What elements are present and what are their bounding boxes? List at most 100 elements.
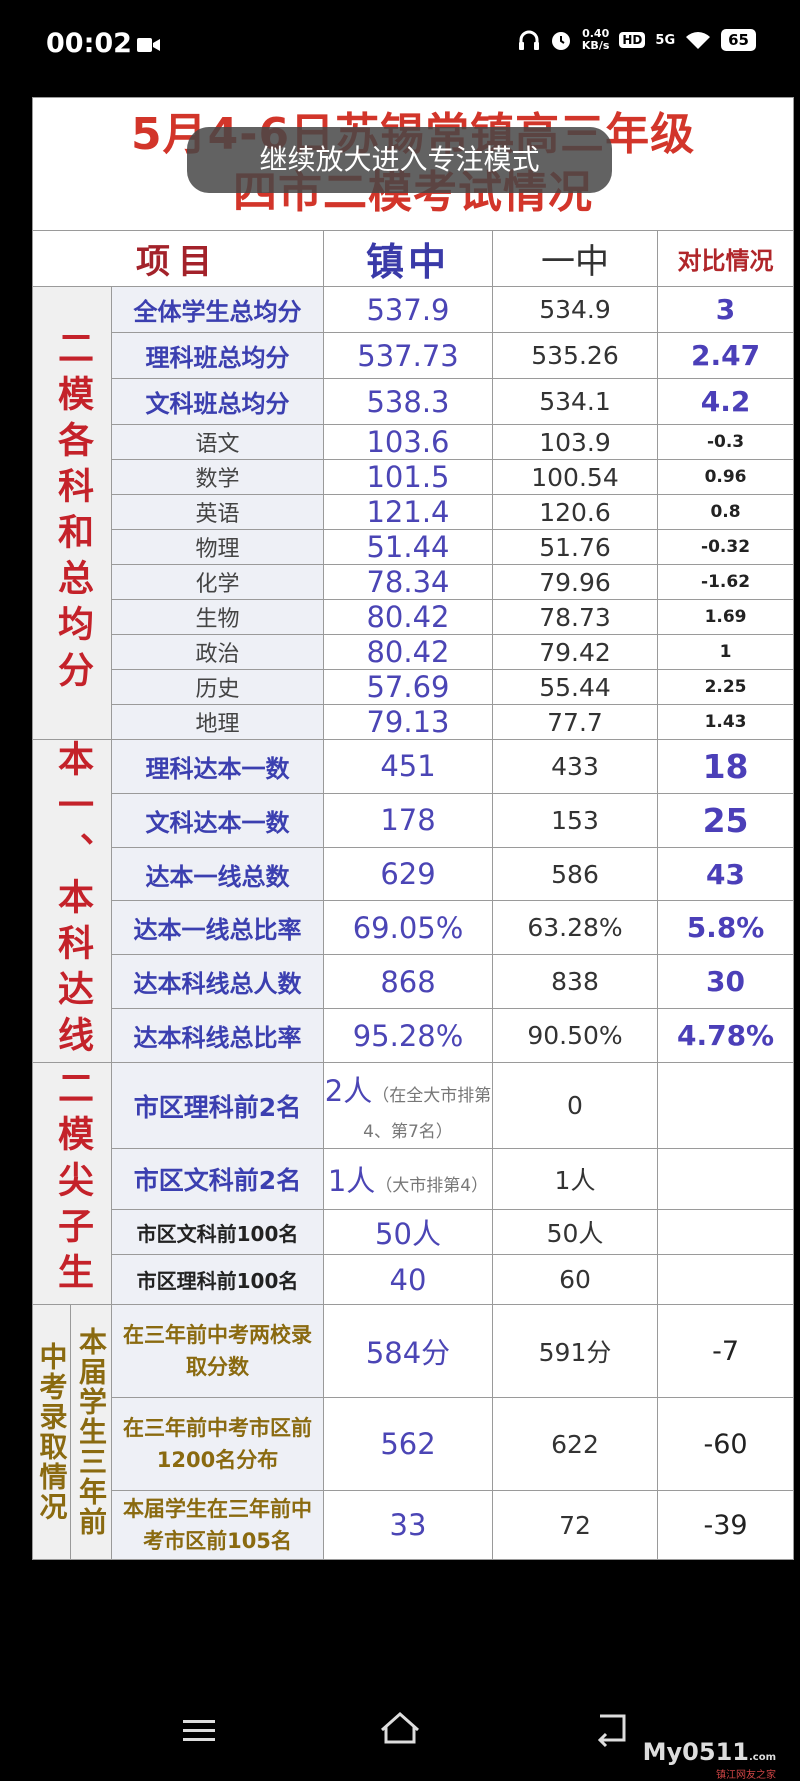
table-row: 在三年前中考市区前1200名分布 562 622 -60 [33,1397,795,1491]
value-cell: 622 [492,1397,658,1491]
value-text: 629 [380,857,436,892]
value-cell: 838 [492,954,658,1010]
item-cell: 在三年前中考市区前1200名分布 [111,1397,324,1491]
diff-cell: -60 [656,1397,795,1491]
value-cell: 79.42 [492,634,658,670]
value-text: 584分 [365,1336,451,1370]
nav-bar [183,1711,626,1748]
diff-cell [656,1148,795,1210]
diff-cell: 43 [656,846,795,902]
score-table-image: 5月4-6日苏锡常镇高三年级 四市二模考试情况 项目 镇中 一中 对比情况 二模… [31,97,795,1560]
diff-cell [656,1209,795,1255]
menu-button[interactable] [183,1720,215,1741]
value-cell: 562 [323,1397,493,1491]
value-text: 78.34 [366,565,450,599]
diff-cell: 0.96 [656,459,795,495]
item-cell: 理科班总均分 [111,332,324,379]
value-cell: 535.26 [492,332,658,379]
item-cell: 市区文科前2名 [111,1148,324,1210]
value-cell: 78.34 [323,564,493,600]
table-row: 政治 80.42 79.42 1 [33,634,795,670]
table-row: 生物 80.42 78.73 1.69 [33,599,795,635]
table-row: 化学 78.34 79.96 -1.62 [33,564,795,600]
diff-cell: 2.47 [656,332,795,379]
diff-cell: 2.25 [656,669,795,705]
header-row: 项目 镇中 一中 对比情况 [32,230,795,287]
table-row: 物理 51.44 51.76 -0.32 [33,529,795,565]
table-row: 达本一线总数 629 586 43 [33,846,795,902]
value-text: 95.28% [352,1018,464,1053]
item-cell: 文科班总均分 [111,378,324,425]
diff-cell: -7 [656,1304,795,1398]
value-cell: 90.50% [492,1008,658,1063]
value-cell: 584分 [323,1304,493,1398]
value-cell: 2人（在全大市排第4、第7名） [323,1062,493,1149]
value-cell: 0 [492,1062,658,1149]
value-cell: 153 [492,792,658,848]
value-cell: 63.28% [492,900,658,956]
table-row: 本一、本科达线 理科达本一数 451 433 18 [32,739,795,1063]
value-cell: 79.13 [323,704,493,740]
item-cell: 生物 [111,599,324,635]
value-cell: 95.28% [323,1008,493,1063]
diff-cell: 25 [656,792,795,848]
speed-value: 0.40 [582,27,610,40]
value-cell: 60 [492,1254,658,1305]
value-text: 50人 [375,1217,441,1251]
table-row: 地理 79.13 77.7 1.43 [33,704,795,740]
item-cell: 市区理科前2名 [111,1062,324,1149]
value-text: 40 [389,1262,427,1297]
item-cell: 达本科线总人数 [111,954,324,1010]
table-row: 达本科线总比率 95.28% 90.50% 4.78% [33,1008,795,1063]
item-cell: 化学 [111,564,324,600]
diff-cell: 18 [656,739,795,794]
value-cell: 79.96 [492,564,658,600]
diff-cell: 1 [656,634,795,670]
table-row: 历史 57.69 55.44 2.25 [33,669,795,705]
battery: 65 [721,29,756,51]
diff-cell: 5.8% [656,900,795,956]
value-cell: 72 [492,1490,658,1560]
item-cell: 本届学生在三年前中考市区前105名 [111,1490,324,1560]
table-row: 数学 101.5 100.54 0.96 [33,459,795,495]
value-cell: 57.69 [323,669,493,705]
table-row: 达本科线总人数 868 838 30 [33,954,795,1010]
item-cell: 英语 [111,494,324,530]
value-text: 537.9 [366,292,450,327]
value-cell: 51.44 [323,529,493,565]
item-cell: 数学 [111,459,324,495]
value-cell: 538.3 [323,378,493,425]
value-cell: 534.9 [492,286,658,333]
item-cell: 全体学生总均分 [111,286,324,333]
video-icon [137,38,160,52]
value-cell: 40 [323,1254,493,1305]
table-row: 达本一线总比率 69.05% 63.28% 5.8% [33,900,795,956]
back-button[interactable] [597,1714,626,1748]
item-cell: 物理 [111,529,324,565]
value-text: 121.4 [366,495,450,529]
diff-cell [656,1062,795,1149]
diff-cell: -0.3 [656,424,795,460]
value-text: 79.13 [366,705,450,739]
home-button[interactable] [381,1711,419,1744]
diff-cell: 4.2 [656,378,795,425]
table-row: 语文 103.6 103.9 -0.3 [33,424,795,460]
status-bar: 00:02 0.40 KB/s HD 5G 65 [0,0,800,90]
value-cell: 80.42 [323,634,493,670]
diff-cell [656,1254,795,1305]
status-icons: 0.40 KB/s HD 5G 65 [518,28,756,52]
table-row: 本届学生在三年前中考市区前105名 33 72 -39 [33,1490,795,1560]
value-cell: 537.9 [323,286,493,333]
header-cell: 对比情况 [656,230,795,287]
hd-badge: HD [619,32,646,48]
value-text: 562 [380,1427,436,1461]
wm-subtitle: 镇江网友之家 [716,1770,776,1781]
speed-unit: KB/s [581,39,610,52]
value-cell: 178 [323,792,493,848]
value-note: （大市排第4） [375,1176,489,1196]
header-cell: 项目 [32,230,324,287]
value-cell: 51.76 [492,529,658,565]
item-cell: 历史 [111,669,324,705]
item-cell: 在三年前中考两校录取分数 [111,1304,324,1398]
